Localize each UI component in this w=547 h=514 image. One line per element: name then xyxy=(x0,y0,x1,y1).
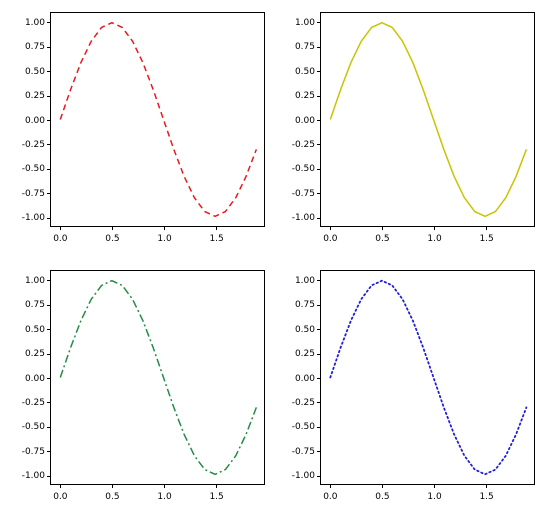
series-line xyxy=(60,281,256,475)
y-tick-label: 1.00 xyxy=(25,276,45,286)
x-tick-label: 1.0 xyxy=(427,492,441,502)
x-tick-label: 0.5 xyxy=(105,492,119,502)
y-tick-label: -0.25 xyxy=(292,140,315,150)
x-tick-mark xyxy=(164,484,165,488)
series-line xyxy=(330,281,526,475)
figure: 0.0 0.5 1.0 1.5 -1.00 -0.75 -0.50 -0.25 0.00 0.25… xyxy=(0,0,547,514)
y-tick-label: -0.25 xyxy=(22,398,45,408)
x-tick-label: 0.0 xyxy=(53,234,67,244)
y-tick-label: 0.25 xyxy=(295,349,315,359)
y-tick-label: -0.50 xyxy=(292,164,315,174)
y-tick-label: 0.75 xyxy=(295,300,315,310)
chart-panel-top-left: 0.00.51.01.5-1.00-0.75-0.50-0.250.000.25… xyxy=(50,12,265,227)
x-tick-mark xyxy=(216,484,217,488)
x-tick-label: 1.5 xyxy=(209,492,223,502)
y-tick-label: 0.00 xyxy=(295,116,315,126)
x-tick-label: 0.5 xyxy=(375,234,389,244)
x-tick-mark xyxy=(330,226,331,230)
y-tick-label: -0.75 xyxy=(292,189,315,199)
x-tick-mark xyxy=(60,484,61,488)
x-tick-label: 0.0 xyxy=(53,492,67,502)
y-tick-label: -0.75 xyxy=(22,447,45,457)
y-tick-label: 0.25 xyxy=(25,349,45,359)
y-tick-label: 0.50 xyxy=(25,325,45,335)
y-tick-label: -0.25 xyxy=(22,140,45,150)
x-tick-label: 1.5 xyxy=(209,234,223,244)
x-tick-mark xyxy=(486,484,487,488)
x-tick-label: 1.0 xyxy=(157,492,171,502)
y-tick-label: 0.25 xyxy=(295,91,315,101)
x-tick-mark xyxy=(216,226,217,230)
series-line xyxy=(60,23,256,217)
x-tick-label: 1.0 xyxy=(157,234,171,244)
x-tick-mark xyxy=(164,226,165,230)
y-tick-label: 1.00 xyxy=(25,18,45,28)
y-tick-label: -0.50 xyxy=(22,422,45,432)
y-tick-label: 0.00 xyxy=(25,374,45,384)
y-tick-label: 1.00 xyxy=(295,276,315,286)
x-tick-label: 1.0 xyxy=(427,234,441,244)
y-tick-label: -0.25 xyxy=(292,398,315,408)
y-tick-label: 0.25 xyxy=(25,91,45,101)
y-tick-label: -1.00 xyxy=(292,471,315,481)
y-tick-label: -0.50 xyxy=(292,422,315,432)
y-tick-label: -0.50 xyxy=(22,164,45,174)
y-tick-label: 0.75 xyxy=(295,42,315,52)
series-line xyxy=(330,23,526,217)
y-tick-label: 0.50 xyxy=(295,67,315,77)
x-tick-mark xyxy=(434,226,435,230)
x-tick-mark xyxy=(382,484,383,488)
y-tick-label: 0.00 xyxy=(25,116,45,126)
chart-panel-top-right: 0.00.51.01.5-1.00-0.75-0.50-0.250.000.25… xyxy=(320,12,535,227)
y-tick-label: 0.00 xyxy=(295,374,315,384)
plot-svg xyxy=(321,13,534,226)
y-tick-label: -0.75 xyxy=(292,447,315,457)
y-tick-label: 1.00 xyxy=(295,18,315,28)
y-tick-label: -1.00 xyxy=(22,213,45,223)
x-tick-label: 1.5 xyxy=(479,234,493,244)
x-tick-label: 0.0 xyxy=(323,492,337,502)
y-tick-label: -1.00 xyxy=(292,213,315,223)
x-tick-mark xyxy=(382,226,383,230)
x-tick-label: 1.5 xyxy=(479,492,493,502)
x-tick-mark xyxy=(112,484,113,488)
plot-svg xyxy=(321,271,534,484)
y-tick-label: -0.75 xyxy=(22,189,45,199)
x-tick-mark xyxy=(112,226,113,230)
plot-svg xyxy=(51,13,264,226)
y-tick-label: 0.50 xyxy=(295,325,315,335)
x-tick-mark xyxy=(330,484,331,488)
plot-svg xyxy=(51,271,264,484)
x-tick-label: 0.5 xyxy=(105,234,119,244)
y-tick-label: 0.75 xyxy=(25,42,45,52)
chart-panel-bottom-right: 0.00.51.01.5-1.00-0.75-0.50-0.250.000.25… xyxy=(320,270,535,485)
x-tick-mark xyxy=(60,226,61,230)
y-tick-label: 0.75 xyxy=(25,300,45,310)
x-tick-label: 0.5 xyxy=(375,492,389,502)
chart-panel-bottom-left: 0.00.51.01.5-1.00-0.75-0.50-0.250.000.25… xyxy=(50,270,265,485)
x-tick-label: 0.0 xyxy=(323,234,337,244)
x-tick-mark xyxy=(486,226,487,230)
y-tick-label: 0.50 xyxy=(25,67,45,77)
x-tick-mark xyxy=(434,484,435,488)
y-tick-label: -1.00 xyxy=(22,471,45,481)
